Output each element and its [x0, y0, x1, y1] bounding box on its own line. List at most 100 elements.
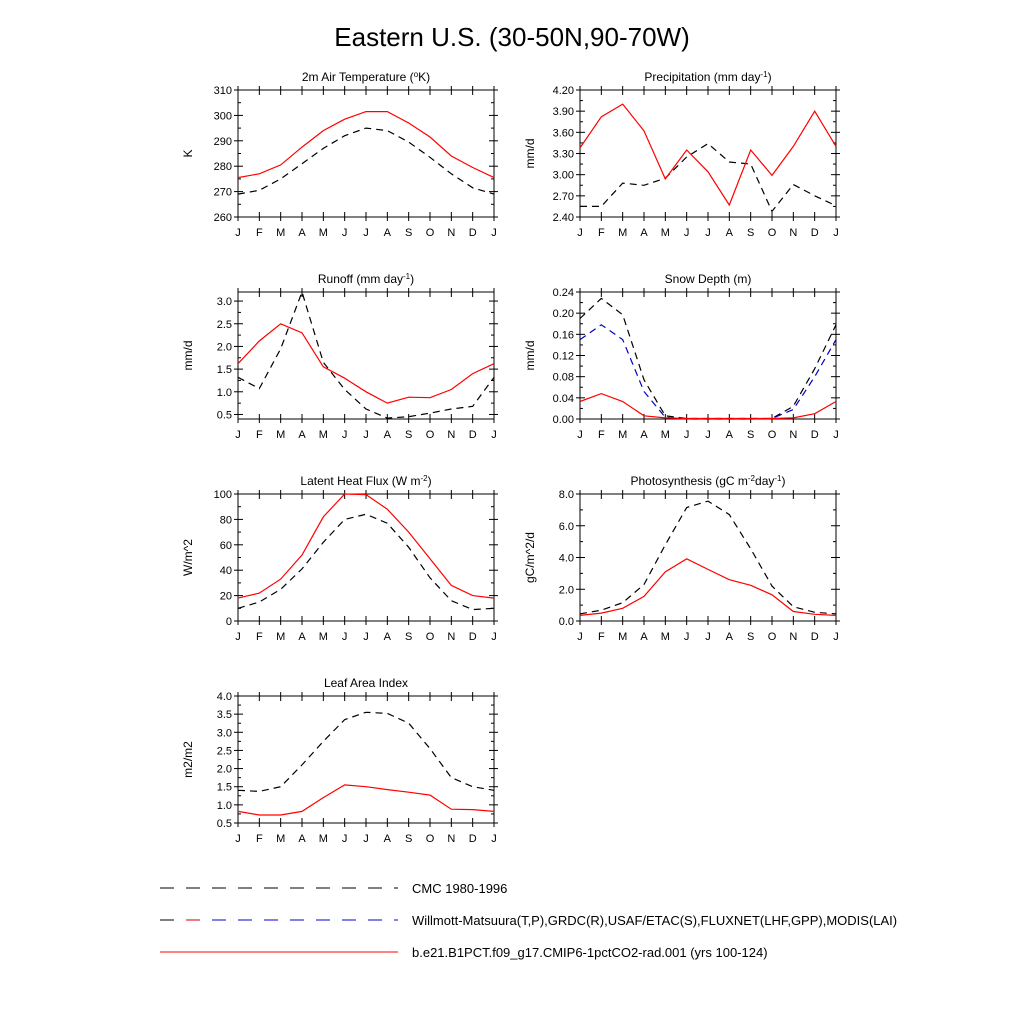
x-tick-label: S — [405, 227, 412, 239]
x-tick-label: S — [405, 429, 412, 441]
panel-title-part: Photosynthesis (gC m — [631, 474, 748, 488]
y-tick-label: 3.00 — [553, 170, 574, 182]
x-tick-label: S — [747, 429, 754, 441]
plot-frame — [579, 89, 837, 218]
series-line-model — [237, 784, 495, 816]
x-tick-label: A — [384, 227, 392, 239]
series-line-obs — [580, 142, 837, 213]
x-tick-label: A — [298, 631, 306, 643]
x-tick-label: J — [342, 429, 348, 441]
legend-label: b.e21.B1PCT.f09_g17.CMIP6-1pctCO2-rad.00… — [412, 945, 768, 960]
y-tick-label: 0.24 — [553, 287, 574, 299]
series-line-obs2 — [579, 324, 837, 420]
x-tick-label: D — [811, 227, 819, 239]
x-tick-label: J — [342, 227, 348, 239]
y-tick-label: 100 — [214, 489, 232, 501]
y-tick-label: 0.5 — [217, 818, 232, 830]
x-tick-label: S — [747, 631, 754, 643]
panel-title-part: Runoff (mm day — [318, 272, 403, 286]
x-tick-label: N — [447, 631, 455, 643]
x-tick-label: S — [405, 631, 412, 643]
x-tick-label: N — [447, 227, 455, 239]
y-tick-label: 3.30 — [553, 149, 574, 161]
x-tick-label: M — [618, 227, 627, 239]
x-tick-label: J — [491, 227, 497, 239]
y-tick-label: 4.0 — [217, 691, 232, 703]
y-tick-label: 3.90 — [553, 106, 574, 118]
x-tick-label: A — [726, 631, 734, 643]
y-tick-label: 1.5 — [217, 364, 232, 376]
y-axis-label: m2/m2 — [181, 741, 195, 778]
x-tick-label: A — [726, 227, 734, 239]
y-tick-label: 1.5 — [217, 782, 232, 794]
x-tick-label: J — [684, 631, 690, 643]
y-tick-label: 3.60 — [553, 127, 574, 139]
panel-title-part: Leaf Area Index — [324, 676, 408, 690]
y-tick-label: 0.5 — [217, 409, 232, 421]
x-tick-label: F — [598, 429, 605, 441]
x-tick-label: M — [618, 429, 627, 441]
x-tick-label: A — [298, 429, 306, 441]
x-tick-label: O — [426, 429, 435, 441]
x-tick-label: J — [491, 429, 497, 441]
y-tick-label: 0.0 — [559, 616, 574, 628]
y-tick-label: 40 — [220, 565, 232, 577]
y-tick-label: 1.0 — [217, 387, 232, 399]
x-tick-label: J — [363, 429, 369, 441]
y-tick-label: 0.20 — [553, 308, 574, 320]
x-tick-label: J — [833, 429, 839, 441]
x-tick-label: M — [319, 833, 328, 845]
y-axis-label: mm/d — [523, 139, 537, 169]
x-tick-label: O — [768, 429, 777, 441]
series-line-obs — [237, 290, 495, 419]
x-tick-label: M — [618, 631, 627, 643]
y-tick-label: 280 — [214, 161, 232, 173]
plot-frame — [237, 89, 495, 218]
x-tick-label: M — [661, 429, 670, 441]
y-tick-label: 6.0 — [559, 521, 574, 533]
x-tick-label: J — [684, 429, 690, 441]
panel-title-part: ) — [782, 474, 786, 488]
x-tick-label: D — [811, 429, 819, 441]
x-tick-label: D — [469, 833, 477, 845]
series-line-model — [237, 493, 495, 599]
series-line-model — [579, 103, 837, 207]
x-tick-label: J — [705, 429, 711, 441]
chart-panel-6: J F M A M J J A S O N D J0.51.01.52.02.53.03.54.0Lea… — [181, 676, 498, 845]
y-tick-label: 0.08 — [553, 372, 574, 384]
x-tick-label: N — [789, 429, 797, 441]
x-tick-label: O — [768, 631, 777, 643]
x-tick-label: A — [726, 429, 734, 441]
x-tick-label: D — [469, 429, 477, 441]
y-tick-label: 20 — [220, 591, 232, 603]
panel-title-part: Latent Heat Flux (W m — [300, 474, 420, 488]
series-line-model — [237, 323, 495, 404]
panel-title-sup: -1 — [774, 474, 782, 483]
x-tick-label: F — [256, 631, 263, 643]
panel-title-sup: -2 — [748, 474, 756, 483]
y-tick-label: 270 — [214, 187, 232, 199]
series-line-obs — [237, 513, 495, 611]
y-tick-label: 3.5 — [217, 709, 232, 721]
panel-title-part: day — [755, 474, 774, 488]
x-tick-label: M — [276, 833, 285, 845]
y-axis-label: W/m^2 — [181, 539, 195, 576]
series-line-model — [237, 110, 495, 179]
x-tick-label: F — [256, 227, 263, 239]
y-tick-label: 60 — [220, 540, 232, 552]
x-tick-label: J — [705, 631, 711, 643]
x-tick-label: D — [811, 631, 819, 643]
x-tick-label: M — [319, 429, 328, 441]
panel-title-sup: -1 — [760, 70, 768, 79]
x-tick-label: M — [276, 631, 285, 643]
x-tick-label: J — [363, 833, 369, 845]
y-tick-label: 300 — [214, 110, 232, 122]
y-tick-label: 80 — [220, 514, 232, 526]
panel-title-part: ) — [768, 70, 772, 84]
y-tick-label: 2.40 — [553, 212, 574, 224]
x-tick-label: M — [276, 429, 285, 441]
